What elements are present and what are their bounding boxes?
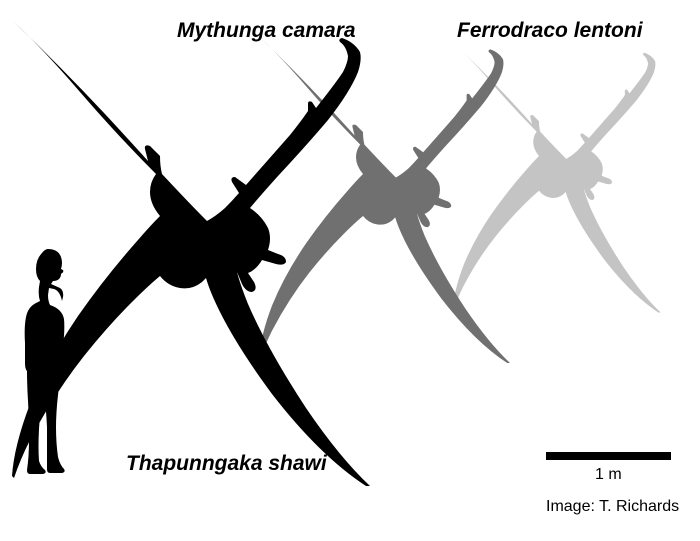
label-mythunga: Mythunga camara — [177, 19, 356, 43]
human-silhouette — [14, 247, 76, 477]
label-thapunngaka: Thapunngaka shawi — [126, 452, 327, 476]
label-ferrodraco: Ferrodraco lentoni — [457, 19, 643, 43]
scale-label: 1 m — [595, 466, 622, 484]
pterosaur-thapunngaka — [10, 16, 460, 486]
image-credit: Image: T. Richards — [546, 498, 679, 516]
scale-bar — [546, 452, 671, 460]
